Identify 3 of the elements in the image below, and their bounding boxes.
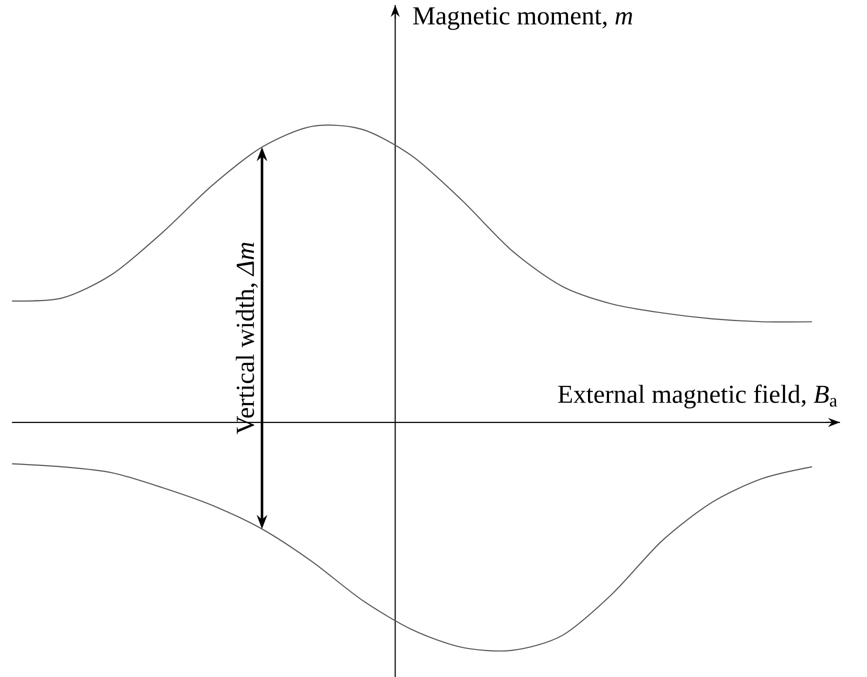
y-axis-title: Magnetic moment, m (413, 7, 632, 30)
x-axis-title: External magnetic field, B$_{a}$ (558, 384, 838, 408)
annotation: Vertical width, Δm (236, 242, 258, 434)
